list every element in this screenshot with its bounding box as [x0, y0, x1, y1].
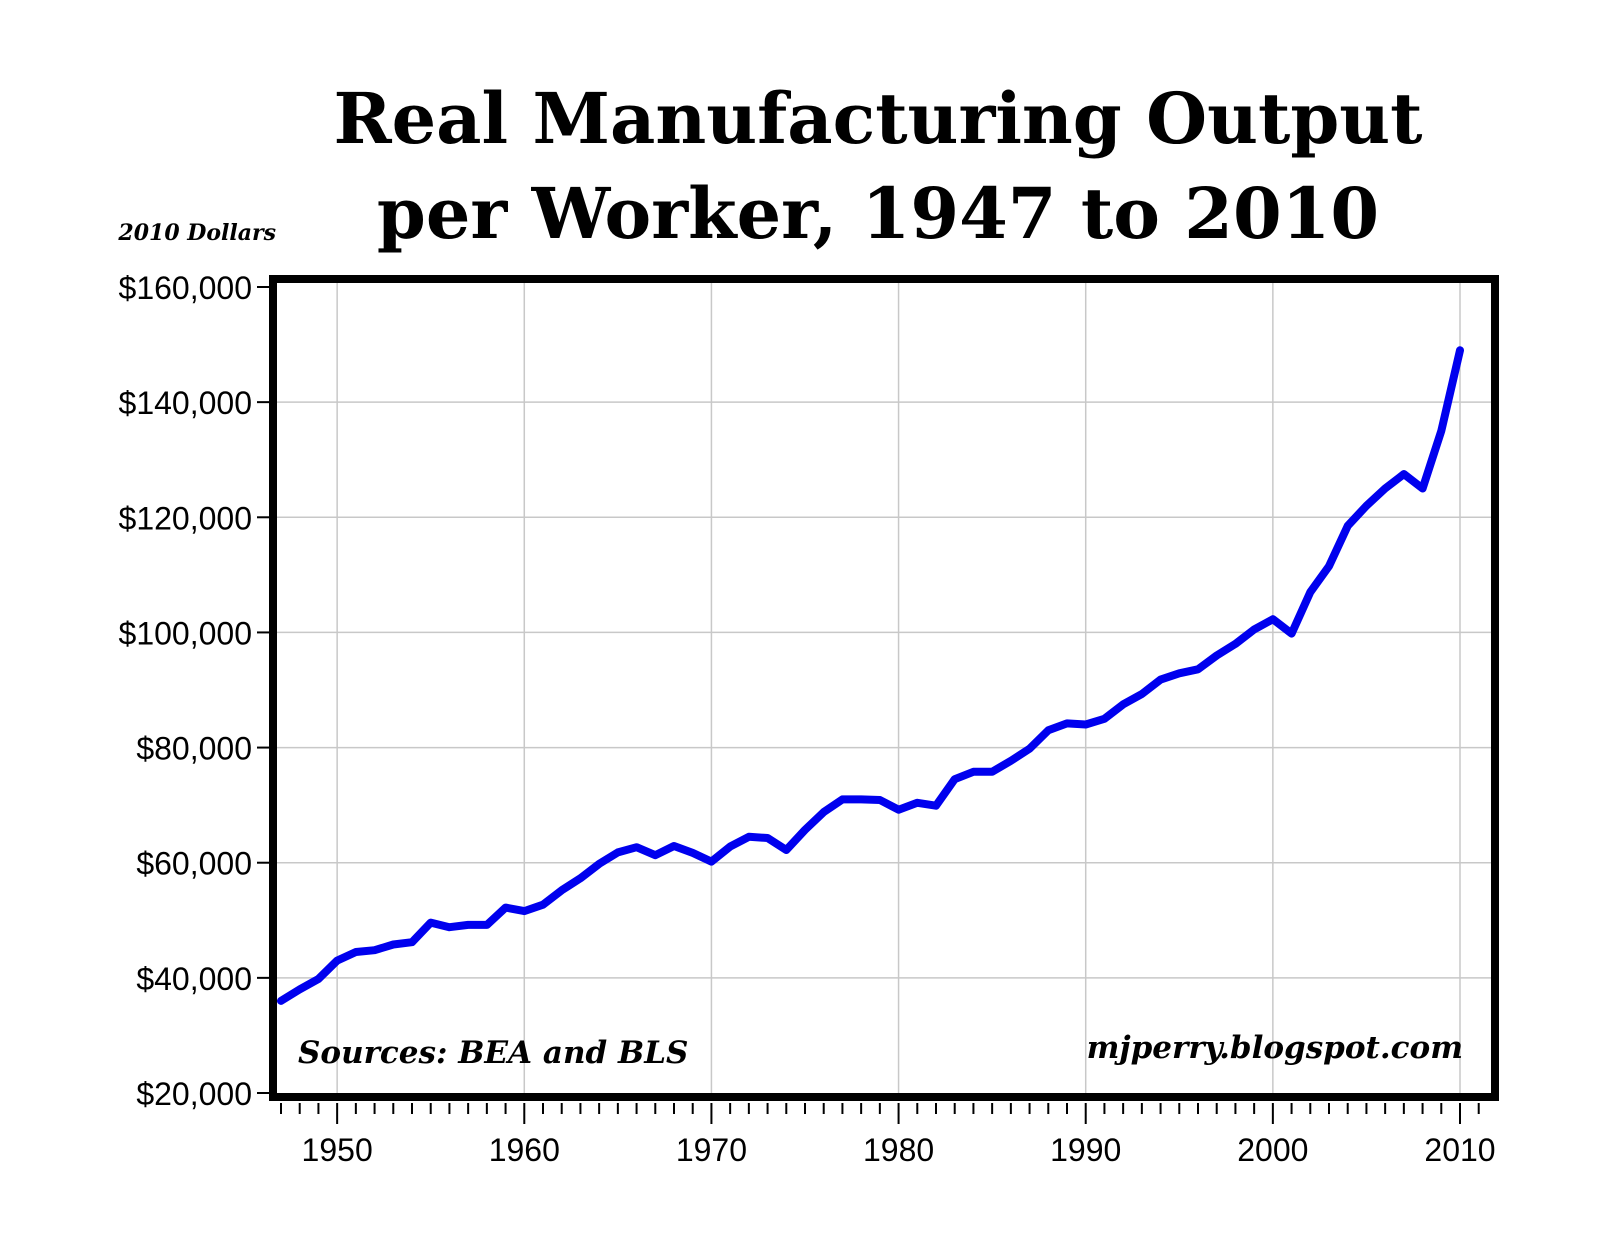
y-tick-label: $100,000: [119, 615, 252, 651]
x-tick-label: 2000: [1237, 1132, 1308, 1168]
chart-title-line2: per Worker, 1947 to 2010: [377, 172, 1379, 255]
credit-note: mjperry.blogspot.com: [1087, 1030, 1463, 1066]
x-axis: 1950 1960 1970 1980 1990 2000 2010: [280, 1103, 1496, 1168]
y-tick-label: $160,000: [119, 270, 252, 306]
x-tick-label: 1960: [489, 1132, 560, 1168]
y-axis: $20,000 $40,000 $60,000 $80,000 $100,000 $120…: [119, 270, 273, 1112]
series-line-output-per-worker: [277, 346, 1464, 1005]
y-tick-label: $60,000: [136, 846, 252, 882]
source-note: Sources: BEA and BLS: [298, 1035, 688, 1071]
grid-layer: [277, 283, 1491, 1093]
y-axis-label: 2010 Dollars: [117, 220, 276, 246]
x-tick-label: 1990: [1050, 1132, 1121, 1168]
x-tick-label: 2010: [1424, 1132, 1495, 1168]
y-tick-label: $140,000: [119, 385, 252, 421]
x-tick-label: 1980: [863, 1132, 934, 1168]
chart-title-line1: Real Manufacturing Output: [333, 77, 1422, 160]
y-tick-label: $40,000: [136, 961, 252, 997]
x-tick-label: 1970: [676, 1132, 747, 1168]
x-tick-label: 1950: [302, 1132, 373, 1168]
y-tick-label: $20,000: [136, 1076, 252, 1112]
y-tick-label: $80,000: [136, 731, 252, 767]
y-tick-label: $120,000: [119, 500, 252, 536]
plot-frame: [269, 275, 1499, 1101]
